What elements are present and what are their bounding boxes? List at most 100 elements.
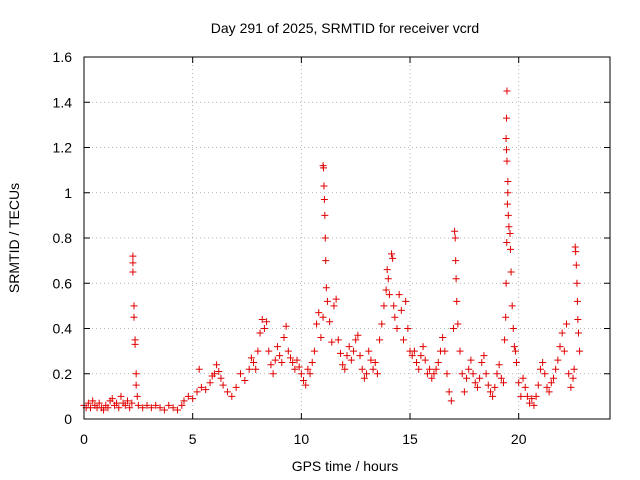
data-point [506, 229, 514, 237]
data-point [393, 325, 401, 332]
data-point [558, 329, 566, 337]
data-point [517, 392, 525, 400]
data-point [504, 177, 512, 185]
data-point [417, 352, 425, 360]
data-point [505, 223, 513, 231]
data-point [507, 268, 515, 276]
data-point [480, 352, 488, 360]
data-point [395, 291, 403, 299]
data-point [347, 356, 355, 364]
data-point [563, 320, 571, 328]
data-point [131, 340, 139, 348]
data-point [356, 352, 364, 360]
y-tick-label: 1.2 [53, 140, 73, 156]
data-point [165, 401, 173, 409]
data-point [400, 336, 408, 344]
data-point [271, 356, 279, 364]
data-point [423, 370, 431, 378]
data-point [383, 266, 391, 274]
data-point [284, 347, 292, 355]
data-point [471, 379, 479, 387]
data-point [385, 291, 393, 299]
data-point [291, 365, 299, 373]
data-point [441, 347, 449, 355]
data-point [84, 399, 92, 407]
data-point [320, 164, 328, 172]
y-tick-label: 0.4 [53, 321, 73, 337]
data-point [430, 370, 438, 378]
data-point [541, 370, 549, 378]
data-point [128, 399, 136, 407]
data-point [408, 352, 416, 360]
data-point [330, 302, 338, 310]
data-point [332, 295, 340, 303]
data-point [452, 257, 460, 265]
data-point [295, 363, 303, 371]
data-point [117, 392, 125, 400]
data-point [371, 358, 379, 366]
data-point [139, 404, 147, 412]
data-point [469, 370, 477, 378]
data-point [206, 379, 214, 387]
data-point [415, 365, 423, 373]
data-point [320, 182, 328, 190]
y-tick-label: 1.4 [53, 94, 73, 110]
data-point [511, 347, 519, 355]
data-point [147, 404, 155, 412]
x-tick-label: 0 [80, 431, 88, 447]
data-point [321, 234, 329, 242]
data-point [504, 189, 512, 197]
data-point [297, 370, 305, 378]
data-point [413, 358, 421, 366]
data-point [263, 318, 271, 326]
data-point [389, 254, 397, 262]
data-point [493, 370, 501, 378]
data-point [549, 374, 557, 382]
data-point [502, 134, 510, 142]
data-point [499, 379, 507, 387]
data-point [143, 401, 151, 409]
data-point [530, 401, 538, 409]
data-point [402, 297, 410, 305]
data-point [280, 334, 288, 342]
data-point [397, 306, 405, 314]
data-point [245, 365, 253, 373]
data-point [432, 365, 440, 373]
data-point [560, 347, 568, 355]
data-point [123, 397, 131, 405]
data-point [130, 302, 138, 310]
data-point [302, 381, 310, 389]
data-point [547, 379, 555, 387]
data-point [572, 248, 580, 256]
data-point [576, 347, 584, 355]
data-point [260, 325, 268, 332]
data-point [378, 320, 386, 328]
data-point [160, 406, 168, 414]
x-tick-label: 10 [294, 431, 310, 447]
data-point [352, 336, 360, 344]
data-point [129, 259, 137, 267]
data-point [509, 325, 517, 332]
data-point [513, 358, 521, 366]
data-point [506, 245, 514, 253]
data-point [215, 367, 223, 375]
data-point [189, 395, 197, 403]
y-tick-label: 1.6 [53, 49, 73, 65]
data-point [473, 383, 481, 391]
data-point [213, 361, 221, 369]
data-point [495, 361, 503, 369]
data-point [202, 386, 210, 394]
data-point [451, 227, 459, 235]
data-point [502, 279, 510, 287]
data-point [328, 338, 336, 346]
x-tick-label: 5 [189, 431, 197, 447]
data-point [129, 252, 137, 260]
y-tick-label: 0.2 [53, 366, 73, 382]
data-point [232, 383, 240, 391]
data-point [572, 261, 580, 269]
data-point [447, 397, 455, 405]
data-point [556, 343, 564, 351]
data-point [454, 320, 462, 328]
data-point [341, 365, 349, 373]
data-point [404, 325, 412, 332]
